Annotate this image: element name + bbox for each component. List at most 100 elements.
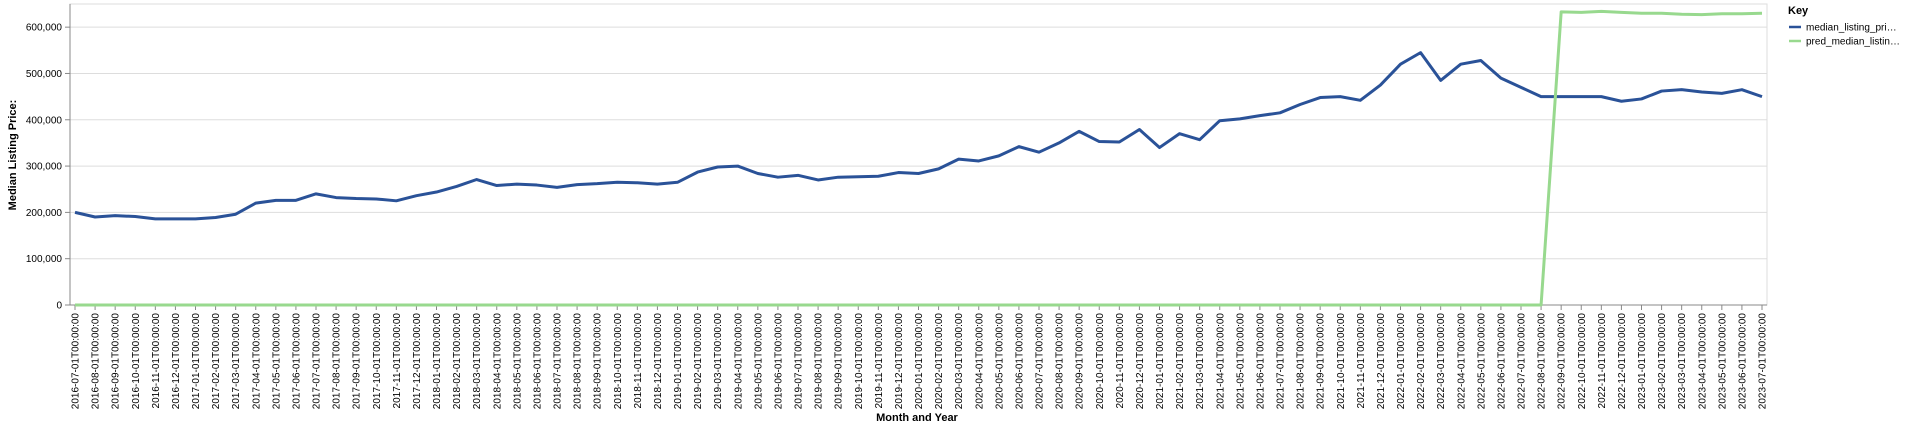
x-tick-label: 2018-01-01T00:00:00: [432, 313, 443, 410]
x-tick-label: 2018-12-01T00:00:00: [653, 313, 664, 410]
x-tick-label: 2023-03-01T00:00:00: [1677, 313, 1688, 410]
x-tick-label: 2021-05-01T00:00:00: [1235, 313, 1246, 410]
plot-frame: [69, 3, 1768, 306]
x-tick-label: 2021-04-01T00:00:00: [1215, 313, 1226, 410]
y-tick-label: 100,000: [26, 254, 63, 265]
x-tick-label: 2017-03-01T00:00:00: [231, 313, 242, 410]
x-tick-label: 2021-02-01T00:00:00: [1175, 313, 1186, 410]
x-tick-label: 2018-02-01T00:00:00: [452, 313, 463, 410]
x-tick-label: 2019-05-01T00:00:00: [753, 313, 764, 410]
x-tick-label: 2016-11-01T00:00:00: [151, 313, 162, 409]
x-tick-label: 2019-11-01T00:00:00: [874, 313, 885, 409]
x-tick-label: 2017-12-01T00:00:00: [412, 313, 423, 410]
x-tick-label: 2022-05-01T00:00:00: [1476, 313, 1487, 410]
x-tick-label: 2019-10-01T00:00:00: [854, 313, 865, 410]
x-tick-label: 2018-05-01T00:00:00: [512, 313, 523, 410]
x-tick-label: 2021-03-01T00:00:00: [1195, 313, 1206, 410]
x-tick-label: 2016-12-01T00:00:00: [171, 313, 182, 410]
x-tick-label: 2022-09-01T00:00:00: [1557, 313, 1568, 410]
x-tick-label: 2020-07-01T00:00:00: [1035, 313, 1046, 410]
y-tick-label: 600,000: [26, 23, 63, 34]
x-tick-label: 2022-03-01T00:00:00: [1436, 313, 1447, 410]
x-tick-label: 2019-04-01T00:00:00: [733, 313, 744, 410]
x-tick-label: 2021-11-01T00:00:00: [1356, 313, 1367, 409]
x-tick-label: 2019-08-01T00:00:00: [814, 313, 825, 410]
x-tick-label: 2020-08-01T00:00:00: [1055, 313, 1066, 410]
x-tick-label: 2023-05-01T00:00:00: [1717, 313, 1728, 410]
x-tick-label: 2023-06-01T00:00:00: [1737, 313, 1748, 410]
x-tick-label: 2022-11-01T00:00:00: [1597, 313, 1608, 409]
x-tick-label: 2016-08-01T00:00:00: [91, 313, 102, 410]
x-tick-label: 2019-01-01T00:00:00: [673, 313, 684, 410]
x-tick-label: 2019-09-01T00:00:00: [834, 313, 845, 410]
x-axis-title: Month and Year: [876, 412, 958, 424]
x-tick-label: 2020-09-01T00:00:00: [1075, 313, 1086, 410]
x-tick-label: 2021-07-01T00:00:00: [1276, 313, 1287, 410]
x-tick-label: 2016-09-01T00:00:00: [111, 313, 122, 410]
x-tick-label: 2022-01-01T00:00:00: [1396, 313, 1407, 410]
x-tick-label: 2020-06-01T00:00:00: [1014, 313, 1025, 410]
x-tick-label: 2020-12-01T00:00:00: [1135, 313, 1146, 410]
x-tick-label: 2020-04-01T00:00:00: [974, 313, 985, 410]
x-tick-label: 2022-08-01T00:00:00: [1537, 313, 1548, 410]
x-tick-label: 2017-01-01T00:00:00: [191, 313, 202, 410]
x-tick-label: 2021-12-01T00:00:00: [1376, 313, 1387, 410]
series-line: [75, 9, 1763, 307]
x-tick-label: 2022-12-01T00:00:00: [1617, 313, 1628, 410]
x-tick-label: 2018-07-01T00:00:00: [553, 313, 564, 410]
x-tick-label: 2018-06-01T00:00:00: [532, 313, 543, 410]
x-tick-label: 2021-10-01T00:00:00: [1336, 313, 1347, 410]
x-tick-label: 2020-10-01T00:00:00: [1095, 313, 1106, 410]
x-tick-label: 2018-09-01T00:00:00: [593, 313, 604, 410]
x-tick-label: 2022-04-01T00:00:00: [1456, 313, 1467, 410]
x-tick-label: 2023-01-01T00:00:00: [1637, 313, 1648, 410]
x-tick-label: 2019-06-01T00:00:00: [773, 313, 784, 410]
x-tick-label: 2019-12-01T00:00:00: [894, 313, 905, 410]
x-tick-label: 2018-03-01T00:00:00: [472, 313, 483, 410]
x-tick-label: 2022-10-01T00:00:00: [1577, 313, 1588, 410]
x-tick-label: 2017-07-01T00:00:00: [312, 313, 323, 410]
x-tick-label: 2023-04-01T00:00:00: [1697, 313, 1708, 410]
x-tick-label: 2019-03-01T00:00:00: [713, 313, 724, 410]
x-tick-label: 2021-06-01T00:00:00: [1255, 313, 1266, 410]
y-axis-title: Median Listing Price:: [7, 100, 19, 211]
series-line: [74, 51, 1763, 221]
y-tick-label: 500,000: [26, 69, 63, 80]
x-tick-label: 2018-10-01T00:00:00: [613, 313, 624, 410]
legend-title: Key: [1788, 5, 1809, 17]
x-tick-label: 2020-11-01T00:00:00: [1115, 313, 1126, 409]
x-tick-label: 2017-09-01T00:00:00: [352, 313, 363, 410]
y-tick-label: 400,000: [26, 115, 63, 126]
x-tick-label: 2023-02-01T00:00:00: [1657, 313, 1668, 410]
x-tick-label: 2020-02-01T00:00:00: [934, 313, 945, 410]
x-tick-label: 2017-11-01T00:00:00: [392, 313, 403, 409]
x-tick-label: 2021-08-01T00:00:00: [1296, 313, 1307, 410]
x-tick-label: 2017-05-01T00:00:00: [271, 313, 282, 410]
y-tick-label: 0: [56, 301, 62, 312]
x-tick-label: 2016-07-01T00:00:00: [71, 313, 82, 410]
y-tick-label: 200,000: [26, 208, 63, 219]
legend-label: median_listing_pri…: [1806, 23, 1897, 34]
x-tick-label: 2017-02-01T00:00:00: [211, 313, 222, 410]
x-tick-label: 2021-09-01T00:00:00: [1316, 313, 1327, 410]
x-tick-label: 2020-05-01T00:00:00: [994, 313, 1005, 410]
x-tick-label: 2017-08-01T00:00:00: [332, 313, 343, 410]
x-tick-label: 2022-02-01T00:00:00: [1416, 313, 1427, 410]
x-tick-label: 2016-10-01T00:00:00: [131, 313, 142, 410]
x-tick-label: 2020-03-01T00:00:00: [954, 313, 965, 410]
x-tick-label: 2023-07-01T00:00:00: [1758, 313, 1769, 410]
x-tick-label: 2017-10-01T00:00:00: [372, 313, 383, 410]
x-tick-label: 2019-07-01T00:00:00: [794, 313, 805, 410]
legend-label: pred_median_listin…: [1806, 37, 1900, 48]
x-tick-label: 2018-08-01T00:00:00: [573, 313, 584, 410]
x-tick-label: 2017-04-01T00:00:00: [251, 313, 262, 410]
x-tick-label: 2018-11-01T00:00:00: [633, 313, 644, 409]
x-tick-label: 2022-07-01T00:00:00: [1517, 313, 1528, 410]
x-tick-label: 2021-01-01T00:00:00: [1155, 313, 1166, 410]
x-tick-label: 2018-04-01T00:00:00: [492, 313, 503, 410]
x-tick-label: 2020-01-01T00:00:00: [914, 313, 925, 410]
x-tick-label: 2019-02-01T00:00:00: [693, 313, 704, 410]
x-tick-label: 2022-06-01T00:00:00: [1496, 313, 1507, 410]
x-tick-label: 2017-06-01T00:00:00: [291, 313, 302, 410]
